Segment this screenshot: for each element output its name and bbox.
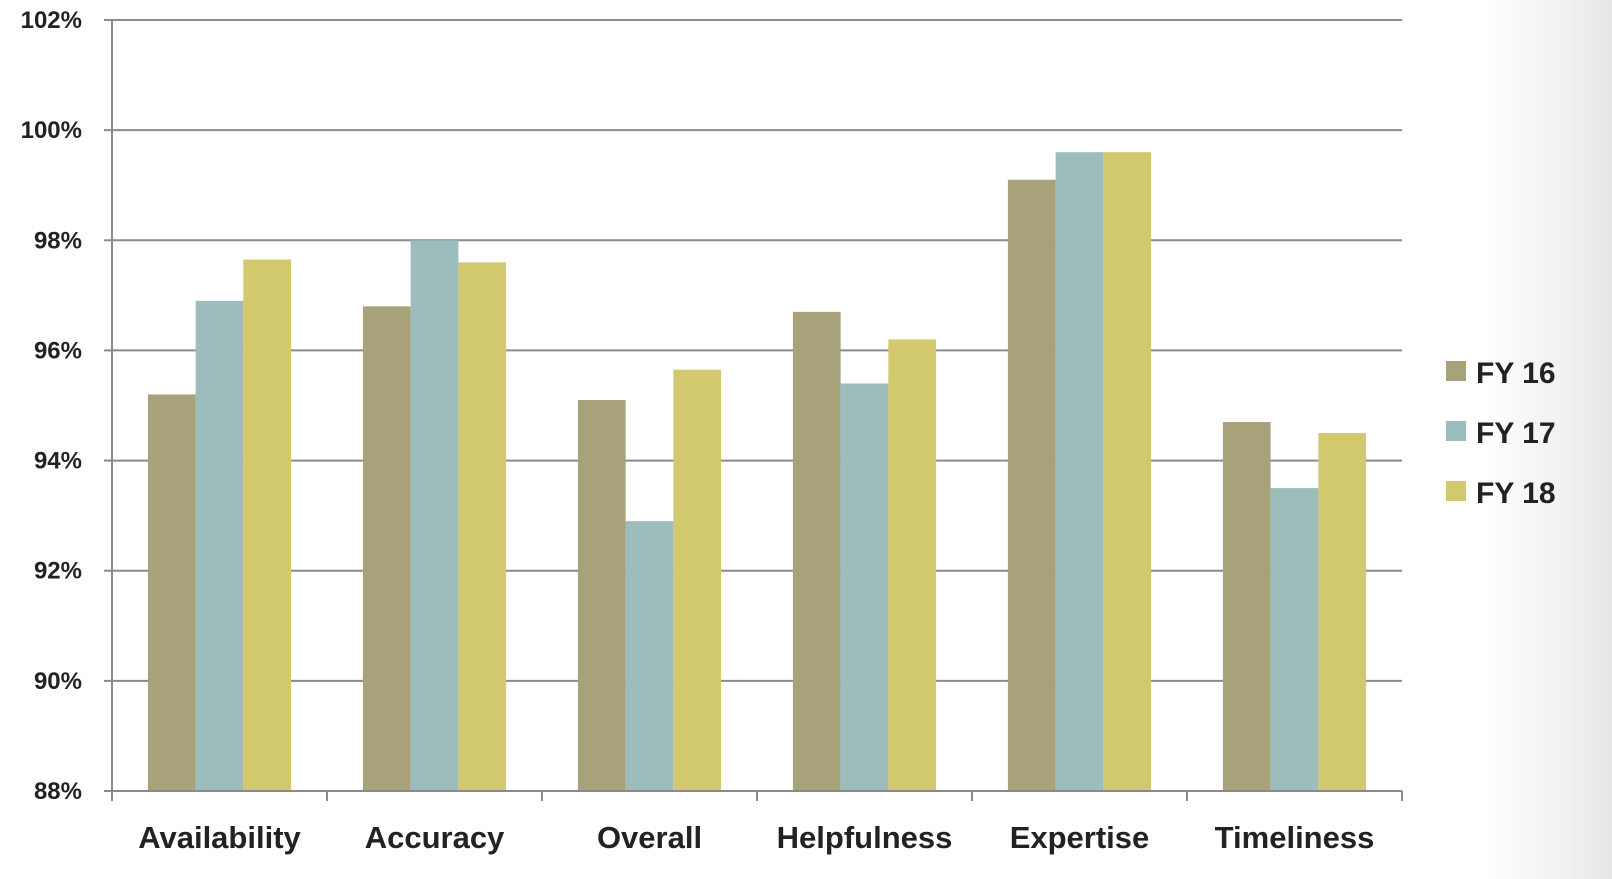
bar-fy16-timeliness xyxy=(1222,422,1271,791)
bar-fy16-expertise xyxy=(1007,179,1056,791)
bar-fy17-helpfulness xyxy=(840,383,889,791)
bar-fy18-overall xyxy=(673,369,722,791)
axis-labels: 88% 90% 92% 94% 96% 98% 100% 102% Availability Ac… xyxy=(21,7,1375,855)
bar-fy16-overall xyxy=(577,399,626,791)
x-category-label: Accuracy xyxy=(365,820,505,855)
x-category-label: Expertise xyxy=(1010,820,1150,855)
y-tick-label: 102% xyxy=(21,7,82,34)
legend-swatch xyxy=(1446,421,1466,441)
y-tick-label: 100% xyxy=(21,117,82,144)
legend: FY 16 FY 17 FY 18 xyxy=(1446,357,1556,510)
legend-swatch xyxy=(1446,361,1466,381)
legend-label: FY 16 xyxy=(1476,357,1556,390)
y-tick-label: 92% xyxy=(34,558,82,585)
bar-fy17-timeliness xyxy=(1270,488,1319,791)
axes xyxy=(104,19,1403,801)
y-tick-label: 90% xyxy=(34,668,82,695)
bars xyxy=(147,152,1367,792)
bar-fy16-helpfulness xyxy=(792,311,841,791)
bar-fy16-availability xyxy=(147,394,196,791)
bar-fy17-overall xyxy=(625,521,674,791)
bar-fy16-accuracy xyxy=(362,306,411,791)
gridlines xyxy=(112,19,1402,682)
bar-fy18-expertise xyxy=(1103,152,1152,791)
bar-fy18-helpfulness xyxy=(888,339,937,791)
x-category-label: Helpfulness xyxy=(777,820,953,855)
x-category-label: Availability xyxy=(138,820,301,855)
x-category-label: Overall xyxy=(597,820,702,855)
legend-swatch xyxy=(1446,481,1466,501)
bar-fy17-accuracy xyxy=(410,240,459,792)
y-tick-label: 98% xyxy=(34,227,82,254)
bar-fy18-timeliness xyxy=(1318,433,1367,791)
legend-label: FY 17 xyxy=(1476,417,1556,450)
bar-fy18-accuracy xyxy=(458,262,507,791)
bar-fy18-availability xyxy=(243,259,292,792)
y-tick-label: 88% xyxy=(34,778,82,805)
bar-fy17-expertise xyxy=(1055,152,1104,791)
bar-fy17-availability xyxy=(195,300,244,791)
x-category-label: Timeliness xyxy=(1215,820,1375,855)
legend-label: FY 18 xyxy=(1476,477,1556,510)
y-tick-label: 94% xyxy=(34,448,82,475)
y-tick-label: 96% xyxy=(34,337,82,364)
